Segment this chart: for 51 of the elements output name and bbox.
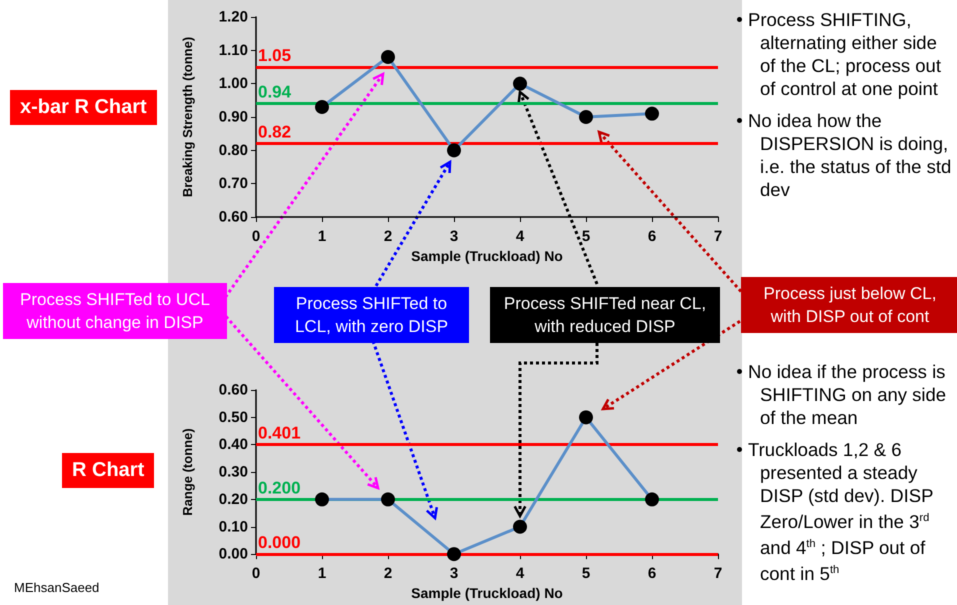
x-tick-label: 3 [450,565,458,582]
y-tick-label: 0.00 [218,546,248,563]
x-tick-label: 4 [516,228,525,245]
x-tick-label: 0 [252,228,260,245]
y-tick-label: 0.30 [218,464,248,481]
text: No idea how the DISPERSION is doing, i.e. the status of the std dev [748,109,952,201]
y-tick-label: 0.60 [218,382,248,398]
x-tick-label: 2 [384,228,392,245]
x-tick-label: 3 [450,228,458,245]
y-tick-label: 0.60 [218,208,248,226]
x-tick-label: 4 [516,565,525,582]
text: Process just below CL, with DISP out of cont [741,277,957,333]
text: x-bar R Chart [10,90,157,125]
text: No idea if the process is SHIFTING on any side of the mean [748,360,948,429]
ref-line-label: 1.05 [258,46,292,65]
text: Process SHIFTed to LCL, with zero DISP [274,287,469,343]
text: Truckloads 1,2 & 6 presented a steady DISP (std dev). DISP Zero/Lower in the 3$^{rd}$ and 4$^{th}$ ; DISP out of cont in 5$^{th}$ [748,439,934,584]
x-tick-label: 5 [582,228,590,245]
text: Process SHIFTING, alternating either side of the CL; process out of control at one point [748,8,942,100]
y-tick-label: 0.50 [218,408,248,426]
x-axis-title: Sample (Truckload) No [411,248,563,264]
y-tick-label: 0.10 [218,518,248,536]
x-axis-title: Sample (Truckload) No [411,585,563,601]
ref-line-label: 0.200 [258,478,301,498]
y-axis-title: Range (tonne) [180,428,195,516]
ref-line-label: 0.401 [258,424,301,443]
y-tick-label: 1.00 [218,75,248,92]
text: Process SHIFTed to UCL without change in DISP [3,283,227,339]
ref-line-label: 0.94 [258,82,292,102]
text: R Chart [62,453,154,488]
y-tick-label: 0.70 [218,175,248,192]
x-tick-label: 7 [714,565,722,582]
ref-line-label: 0.82 [258,122,292,142]
text: Process SHIFTed near CL, with reduced DISP [490,287,720,343]
x-tick-label: 2 [384,565,392,582]
y-tick-label: 1.20 [218,8,248,26]
y-axis-title: Breaking Strength (tonne) [180,36,195,198]
x-tick-label: 1 [318,565,326,582]
x-tick-label: 1 [318,228,326,245]
x-tick-label: 0 [252,565,260,582]
y-tick-label: 0.40 [218,436,248,454]
x-tick-label: 6 [648,228,656,245]
ref-line-label: 0.000 [258,533,301,552]
y-tick-label: 1.10 [218,42,248,59]
x-tick-label: 7 [714,228,722,245]
y-tick-label: 0.20 [218,490,248,508]
x-tick-label: 6 [648,565,656,582]
x-tick-label: 5 [582,565,590,582]
text: MEhsanSaeed [14,580,100,595]
y-tick-label: 0.90 [218,108,248,126]
y-tick-label: 0.80 [218,142,248,159]
